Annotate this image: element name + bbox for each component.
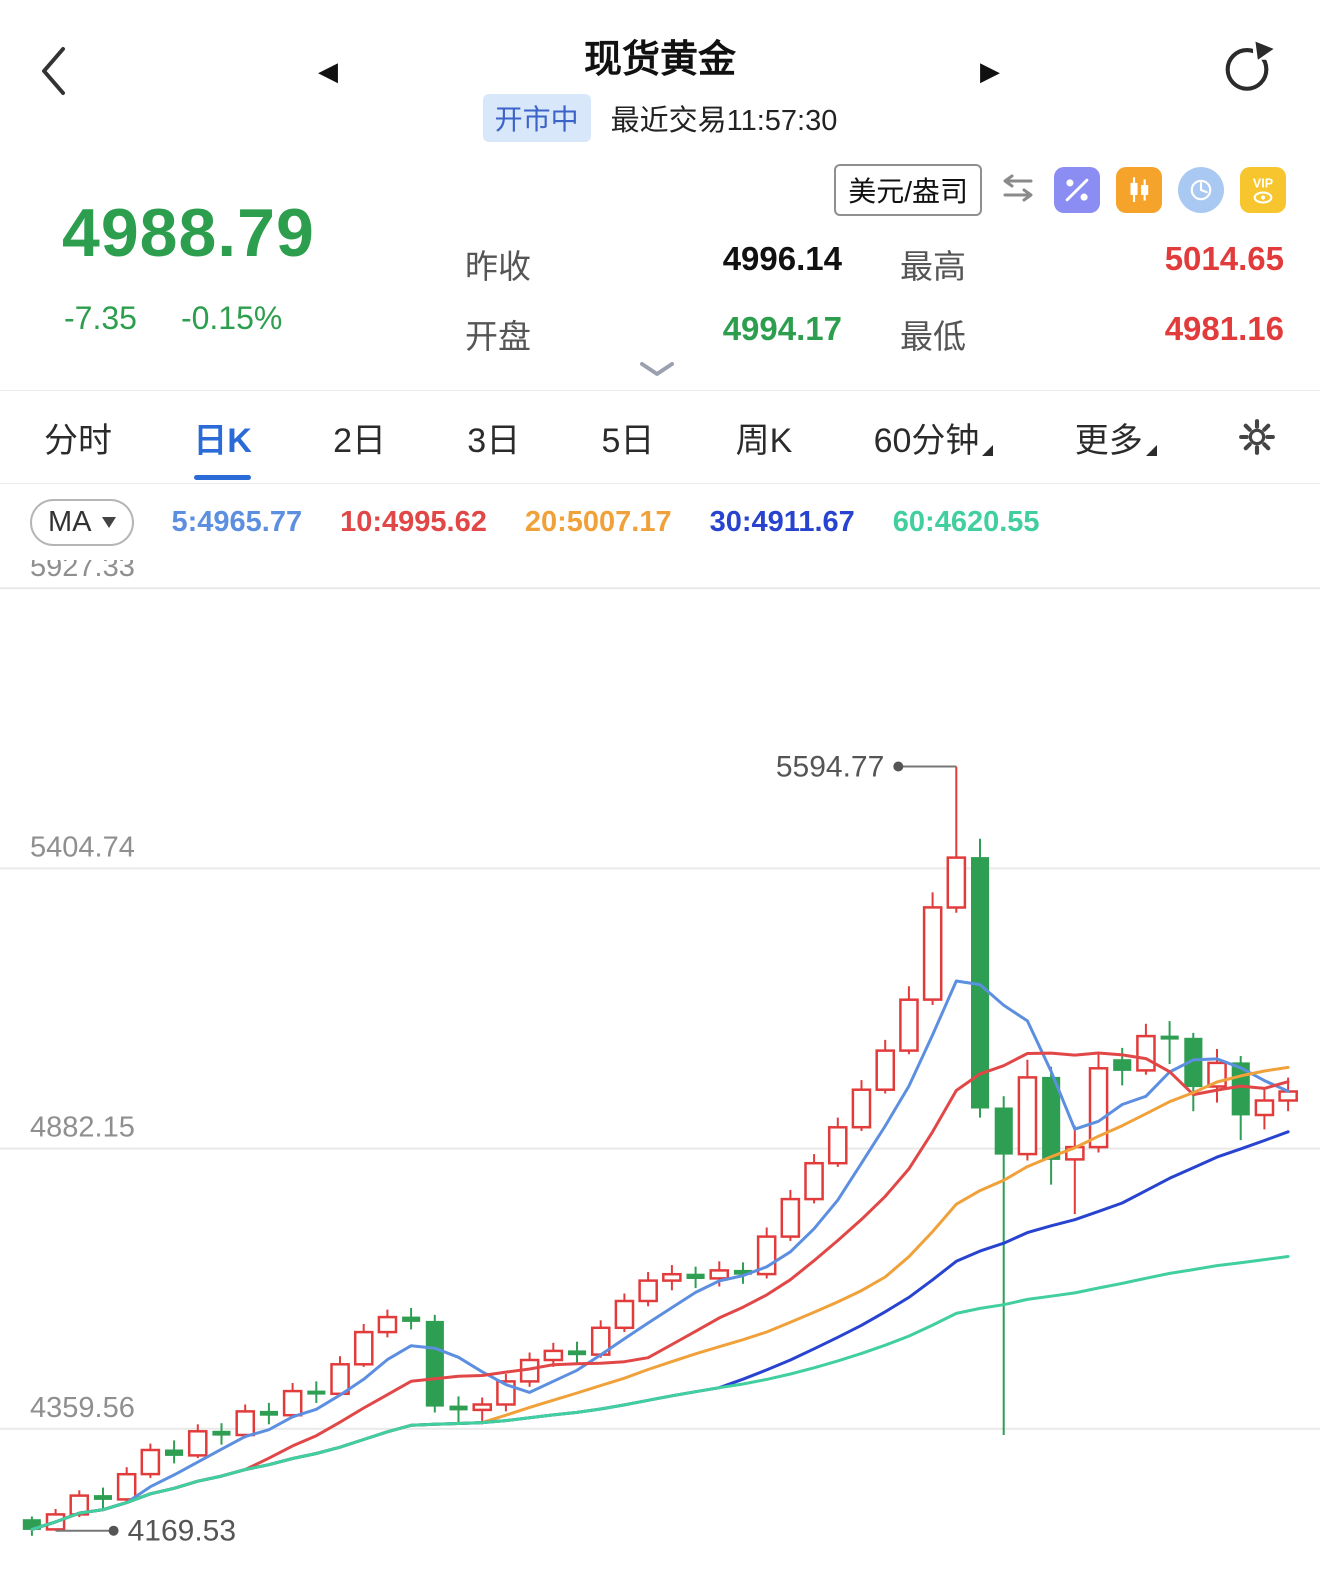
ma-legend-item-1: 10:4995.62 xyxy=(340,505,487,538)
unit-row: 美元/盎司 xyxy=(834,164,1286,216)
high-value: 5014.65 xyxy=(1164,240,1284,277)
dropdown-caret-icon xyxy=(1145,444,1157,456)
unit-label: 美元/盎司 xyxy=(848,176,968,207)
low-value: 4981.16 xyxy=(1164,310,1284,347)
tab-1[interactable]: 日K xyxy=(193,391,252,484)
kline-tool-icon[interactable] xyxy=(1116,167,1162,213)
ma-legend-row: MA 5:4965.77 10:4995.62 20:5007.17 30:4911.… xyxy=(0,484,1320,560)
kline-chart[interactable]: 5927.33 5404.74 4882.15 4359.56 5594.77 4169.… xyxy=(0,551,1320,1568)
tab-5[interactable]: 周K xyxy=(735,421,793,460)
quote-panel: 美元/盎司 xyxy=(0,142,1320,390)
open-value: 4994.17 xyxy=(722,310,842,347)
ma-legend-item-0: 5:4965.77 xyxy=(171,505,303,538)
svg-text:VIP: VIP xyxy=(1253,177,1273,191)
header: ◀ 现货黄金 ▶ 开市中 最近交易11:57:30 xyxy=(0,0,1320,142)
period-tab-bar: 分时 日K 2日 3日 5日 周K 60分钟 更多 xyxy=(0,390,1320,484)
current-price: 4988.79 xyxy=(62,195,315,271)
ma-legend-item-3: 30:4911.67 xyxy=(709,505,855,538)
svg-text:4169.53: 4169.53 xyxy=(128,1515,236,1548)
ma-pill-label: MA xyxy=(48,505,92,538)
refresh-icon[interactable] xyxy=(1218,38,1276,101)
svg-text:4359.56: 4359.56 xyxy=(30,1392,135,1424)
collapse-chevron-icon[interactable] xyxy=(638,360,676,383)
svg-text:5404.74: 5404.74 xyxy=(30,831,135,863)
vip-icon[interactable]: VIP xyxy=(1240,167,1286,213)
open-label: 开盘 xyxy=(465,318,531,355)
tab-2[interactable]: 2日 xyxy=(333,421,387,460)
prev-close-label: 昨收 xyxy=(465,248,531,285)
tab-7[interactable]: 更多 xyxy=(1075,391,1157,484)
next-instrument-icon[interactable]: ▶ xyxy=(980,56,1000,86)
clock-tool-icon[interactable] xyxy=(1178,167,1224,213)
chart-area: 5927.33 5404.74 4882.15 4359.56 5594.77 4169.… xyxy=(0,551,1320,1568)
unit-toggle[interactable]: 美元/盎司 xyxy=(834,164,982,216)
back-icon[interactable] xyxy=(36,40,70,107)
price-change-pct: -0.15% xyxy=(180,300,283,336)
svg-text:4882.15: 4882.15 xyxy=(30,1112,135,1144)
prev-close-value: 4996.14 xyxy=(722,240,842,277)
ma-legend-item-2: 20:5007.17 xyxy=(524,505,672,538)
chevron-down-icon xyxy=(101,516,116,528)
dropdown-caret-icon xyxy=(982,444,994,456)
ma-selector[interactable]: MA xyxy=(30,498,134,546)
tab-0[interactable]: 分时 xyxy=(44,421,112,460)
swap-icon[interactable] xyxy=(998,173,1038,208)
tab-4[interactable]: 5日 xyxy=(601,421,655,460)
status-badge: 开市中 xyxy=(482,94,591,142)
last-trade-time: 最近交易11:57:30 xyxy=(610,105,838,137)
tab-6[interactable]: 60分钟 xyxy=(874,391,994,484)
svg-text:5927.33: 5927.33 xyxy=(30,560,135,583)
market-status-row: 开市中 最近交易11:57:30 xyxy=(0,94,1320,142)
prev-instrument-icon[interactable]: ◀ xyxy=(318,56,338,86)
price-change: -7.35 xyxy=(64,300,137,336)
high-label: 最高 xyxy=(900,248,966,285)
price-change-row: -7.35 -0.15% xyxy=(64,300,282,337)
percent-tool-icon[interactable] xyxy=(1054,167,1100,213)
svg-text:5594.77: 5594.77 xyxy=(776,751,884,784)
low-label: 最低 xyxy=(900,318,966,355)
ma-legend-item-4: 60:4620.55 xyxy=(892,505,1040,538)
page-title: 现货黄金 xyxy=(583,39,736,81)
tab-3[interactable]: 3日 xyxy=(467,421,521,460)
settings-gear-icon[interactable] xyxy=(1238,418,1276,456)
